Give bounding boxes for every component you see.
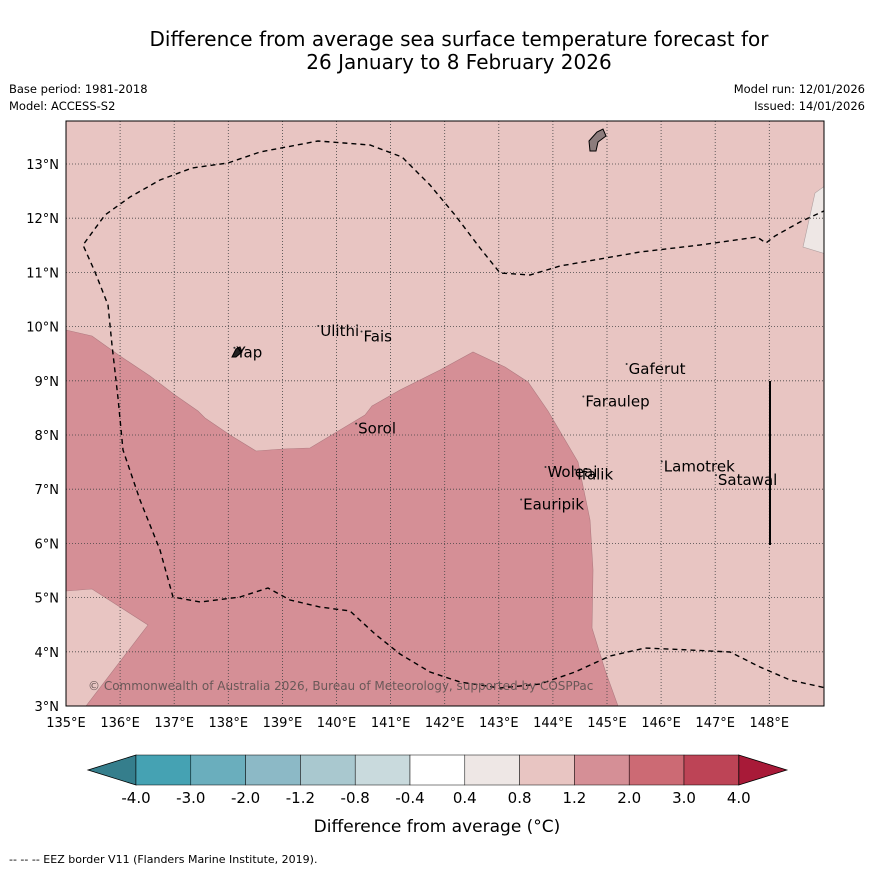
colorbar-bin [628,754,685,786]
place-marker [317,325,320,328]
issued-date: Issued: 14/01/2026 [754,99,865,113]
lat-tick-label: 3°N [35,700,60,715]
place-label-woleai: Woleai [547,463,597,481]
copyright-notice: © Commonwealth of Australia 2026, Bureau… [88,679,593,693]
colorbar-tick-label: 0.4 [453,789,477,807]
guam-island [588,128,607,152]
place-marker [660,460,663,463]
colorbar-tick-label: -0.4 [395,789,424,807]
colorbar-tick-label: -2.0 [231,789,260,807]
model-name: Model: ACCESS-S2 [9,99,116,113]
colorbar-tick-label: 2.0 [617,789,641,807]
place-label-faraulep: Faraulep [585,392,649,410]
colorbar-tick-label: 0.8 [508,789,532,807]
colorbar-bin [519,754,575,786]
colorbar-tick-label: -3.0 [176,789,205,807]
lat-tick-label: 7°N [35,483,60,498]
colorbar-bin [190,754,246,786]
place-marker [360,330,363,333]
lon-tick-label: 136°E [100,716,140,731]
title-line-2: 26 January to 8 February 2026 [306,50,612,74]
place-marker [355,422,358,425]
place-marker [574,468,577,471]
lon-tick-label: 144°E [533,716,573,731]
lon-tick-label: 142°E [425,716,465,731]
colorbar-tick-label: 1.2 [562,789,586,807]
colorbar-extend-high [738,754,789,786]
map-frame [65,120,825,707]
lat-tick-label: 9°N [35,375,60,390]
lat-tick-label: 12°N [26,212,59,227]
lon-tick-label: 143°E [479,716,519,731]
axis-ticks: 135°E 136°E 137°E 138°E 139°E 140°E 141°E 142°E… [26,158,789,731]
colorbar-extend-low [86,754,137,786]
lon-tick-label: 141°E [371,716,411,731]
colorbar-label: Difference from average (°C) [314,817,561,837]
lat-tick-label: 11°N [26,266,59,281]
lon-tick-label: 148°E [750,716,790,731]
place-marker [544,465,547,468]
lon-tick-label: 140°E [317,716,357,731]
lon-tick-label: 147°E [695,716,735,731]
lon-tick-label: 135°E [46,716,86,731]
map-plot: Ulithi Fais Yap Gaferut Faraulep Sorol Lamotre… [66,121,824,706]
colorbar-bin [135,754,192,786]
lon-tick-label: 137°E [154,716,194,731]
place-label-satawal: Satawal [718,471,777,489]
base-period: Base period: 1981-2018 [9,82,148,96]
place-marker [582,395,585,398]
colorbar-tick-label: 3.0 [672,789,696,807]
anomaly-region-warm [66,329,619,706]
place-marker [520,498,523,501]
lat-tick-label: 10°N [26,321,59,336]
colorbar-tick-label: -0.8 [341,789,370,807]
place-label-gaferut: Gaferut [629,360,686,378]
colorbar-tick-label: 4.0 [727,789,751,807]
place-label-yap: Yap [235,344,262,362]
colorbar-bin [300,754,356,786]
place-label-fais: Fais [364,327,393,345]
yap-island [231,346,243,358]
place-label-sorol: Sorol [358,420,396,438]
place-marker [625,362,628,365]
colorbar-bin [683,754,740,786]
colorbar-tick-label: -1.2 [286,789,315,807]
lat-tick-label: 13°N [26,158,59,173]
place-label-lamotrek: Lamotrek [664,458,735,476]
chart-title: Difference from average sea surface temp… [0,28,873,74]
footer-note: -- -- -- EEZ border V11 (Flanders Marine… [9,853,318,866]
eez-border [82,140,824,689]
colorbar-bin [354,754,411,786]
title-line-1: Difference from average sea surface temp… [149,27,769,51]
place-marker [714,474,717,477]
colorbar-bin [574,754,630,786]
colorbar-bin [409,754,466,786]
anomaly-patch-southwest [66,588,149,706]
lat-tick-label: 8°N [35,429,60,444]
place-label-eauripik: Eauripik [523,495,584,513]
model-run: Model run: 12/01/2026 [733,82,865,96]
meta-right: Model run: 12/01/2026 Issued: 14/01/2026 [734,81,865,115]
lon-tick-label: 145°E [587,716,627,731]
place-label-ifalik: Ifalik [577,466,613,484]
lon-tick-label: 138°E [209,716,249,731]
lat-tick-label: 5°N [35,592,60,607]
place-label-ulithi: Ulithi [320,322,359,340]
colorbar-bin [245,754,301,786]
colorbar: -4.0 -3.0 -2.0 -1.2 -0.8 -0.4 0.4 0.8 1.2 2.0 3.0 4… [86,754,789,807]
gridlines [66,121,824,706]
place-labels: Ulithi Fais Yap Gaferut Faraulep Sorol Lamotre… [233,322,777,513]
lat-tick-label: 4°N [35,646,60,661]
lon-tick-label: 146°E [641,716,681,731]
lat-tick-label: 6°N [35,537,60,552]
colorbar-tick-label: -4.0 [121,789,150,807]
lon-tick-label: 139°E [263,716,303,731]
place-marker [233,346,236,349]
anomaly-patch-northeast [802,186,824,254]
colorbar-bin [464,754,520,786]
meta-left: Base period: 1981-2018 Model: ACCESS-S2 [9,81,148,115]
